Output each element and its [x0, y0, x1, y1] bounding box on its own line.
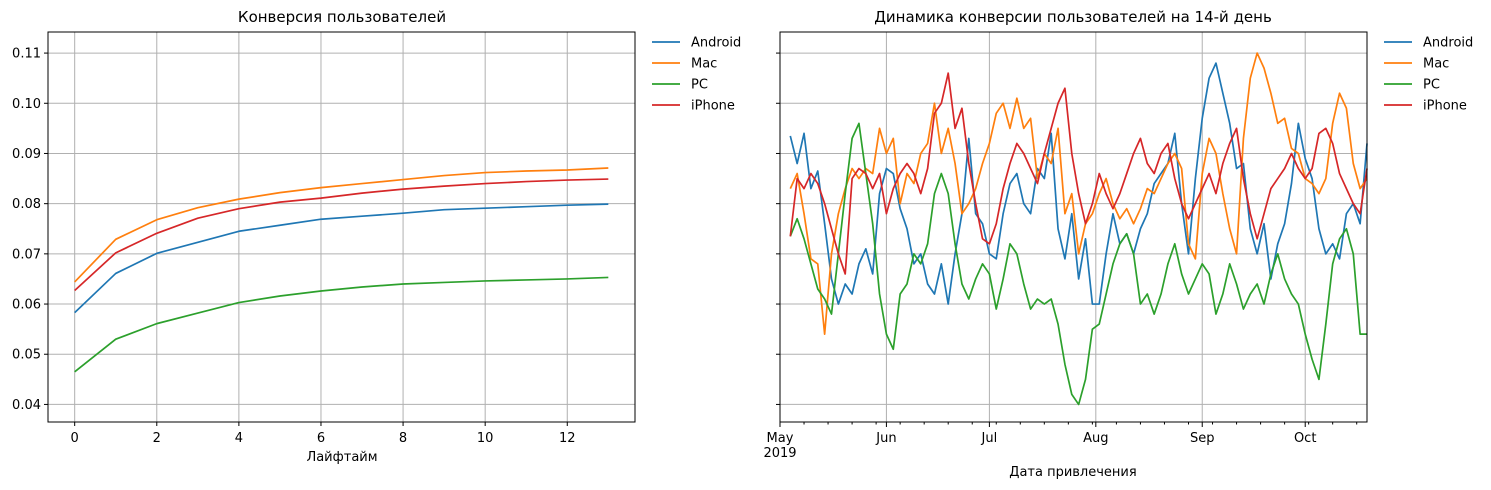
left-chart-title: Конверсия пользователей	[238, 8, 446, 26]
right-x-tick-label: Oct	[1294, 431, 1316, 446]
right-series-line-android	[789, 62, 1368, 305]
left-series-lines	[74, 167, 609, 373]
left-y-tick-label: 0.10	[12, 97, 41, 112]
right-x-tick-label: Sep	[1190, 431, 1215, 446]
right-series-line-pc	[789, 122, 1367, 406]
right-x-tick-label: May	[767, 431, 794, 446]
right-series-line-mac	[789, 52, 1368, 336]
left-grid	[48, 32, 635, 422]
left-x-tick-label: 0	[71, 431, 79, 446]
right-chart-title: Динамика конверсии пользователей на 14-й…	[874, 8, 1272, 26]
left-y-tick-label: 0.09	[12, 147, 41, 162]
left-x-tick-label: 2	[153, 431, 161, 446]
left-x-tick-label: 10	[477, 431, 494, 446]
legend-label-iphone: iPhone	[1423, 99, 1467, 114]
left-y-tick-label: 0.05	[12, 348, 41, 363]
left-y-tick-label: 0.06	[12, 298, 41, 313]
left-series-line-iphone	[74, 178, 609, 292]
right-series-lines	[789, 52, 1368, 406]
legend-label-mac: Mac	[691, 57, 717, 72]
left-legend: Android Mac PC iPhone	[652, 36, 741, 114]
right-legend: Android Mac PC iPhone	[1384, 36, 1473, 114]
legend-label-android: Android	[691, 36, 741, 51]
left-series-line-android	[74, 203, 609, 314]
left-y-tick-label: 0.07	[12, 247, 41, 262]
legend-label-mac: Mac	[1423, 57, 1449, 72]
left-x-axis-label: Лайфтайм	[306, 450, 377, 465]
left-series-line-mac	[74, 167, 609, 283]
left-y-tick-label: 0.11	[12, 47, 41, 62]
day14-conversion-dynamics-panel: Динамика конверсии пользователей на 14-й…	[763, 8, 1473, 480]
right-x-tick-label: Aug	[1083, 431, 1108, 446]
left-x-tick-label: 8	[399, 431, 407, 446]
left-plot-frame	[47, 31, 636, 423]
legend-label-pc: PC	[1423, 78, 1440, 93]
legend-label-iphone: iPhone	[691, 99, 735, 114]
right-grid	[779, 32, 1367, 422]
right-x-axis-label: Дата привлечения	[1009, 465, 1136, 480]
left-y-tick-label: 0.08	[12, 197, 41, 212]
legend-label-pc: PC	[691, 78, 708, 93]
left-x-tick-label: 12	[559, 431, 576, 446]
legend-label-android: Android	[1423, 36, 1473, 51]
left-x-tick-label: 6	[317, 431, 325, 446]
left-ticks: 0 2 4 6 8 10 12 0.04 0.05 0.06 0.07 0.08 0.09 0.10 0.1…	[12, 47, 575, 446]
right-x-tick-label: Jun	[875, 431, 896, 446]
right-plot-frame	[779, 31, 1368, 423]
left-x-tick-label: 4	[235, 431, 243, 446]
right-series-line-iphone	[789, 72, 1368, 275]
left-series-line-pc	[74, 276, 609, 373]
right-x-tick-label: Jul	[981, 431, 998, 446]
lifetime-conversion-panel: Конверсия пользователей 0 2 4 6 8 10 12 0.04 0.0…	[12, 8, 741, 465]
right-x-tick-sublabel: 2019	[763, 446, 796, 461]
left-y-tick-label: 0.04	[12, 398, 41, 413]
